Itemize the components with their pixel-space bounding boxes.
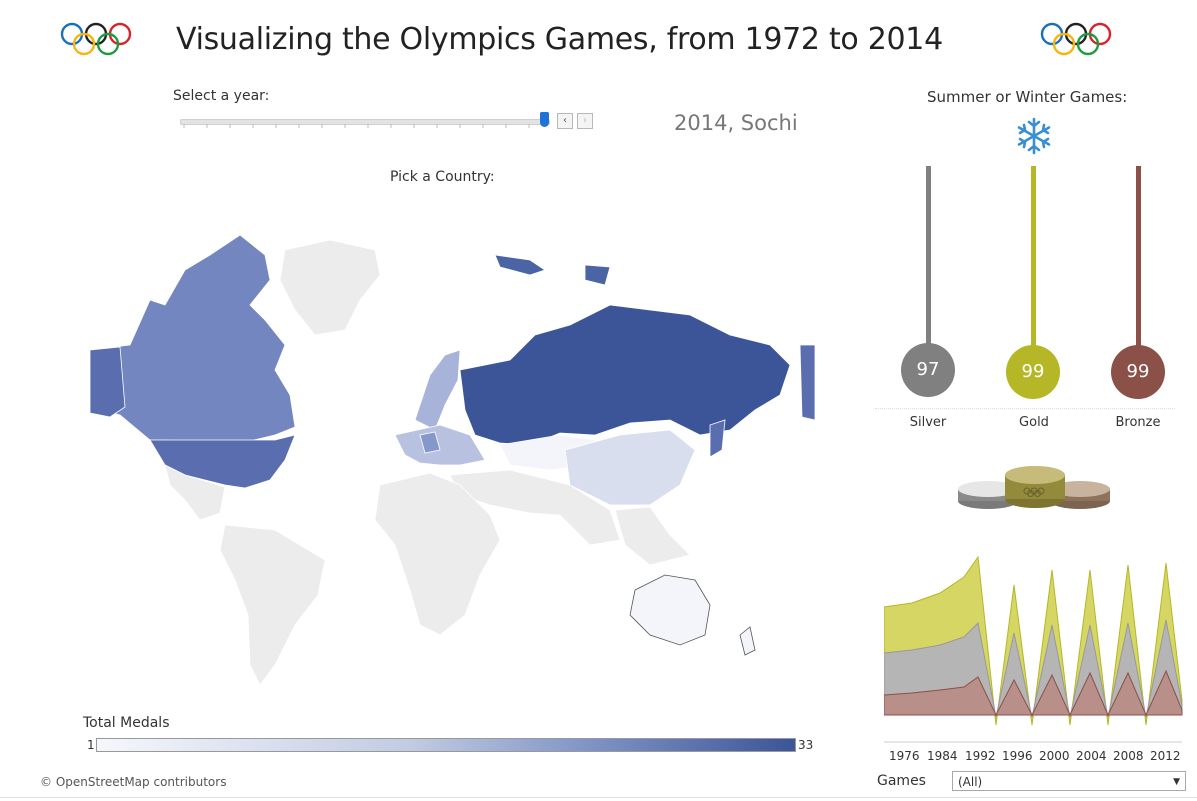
x-tick-1984: 1984 — [927, 749, 958, 763]
olympic-rings-logo-left — [60, 22, 132, 56]
country-japan — [709, 419, 726, 458]
medal-baseline — [875, 408, 1175, 410]
country-canada — [90, 234, 296, 442]
legend-max-label: 33 — [798, 738, 814, 752]
x-tick-1976: 1976 — [889, 749, 920, 763]
games-filter-value: (All) — [958, 775, 983, 789]
area-bronze — [884, 669, 1183, 717]
silver-medal-count[interactable]: 97 — [901, 343, 955, 397]
continent-south-america — [219, 524, 326, 686]
next-year-button[interactable]: › — [577, 113, 593, 129]
country-germany — [419, 431, 441, 454]
page-title: Visualizing the Olympics Games, from 197… — [176, 22, 943, 57]
year-slider-track[interactable] — [180, 119, 550, 125]
x-tick-2004: 2004 — [1076, 749, 1107, 763]
x-tick-1996: 1996 — [1002, 749, 1033, 763]
region-europe — [394, 424, 486, 466]
gold-medal-count[interactable]: 99 — [1006, 345, 1060, 399]
map-attribution: © OpenStreetMap contributors — [40, 775, 227, 789]
medals-area-chart[interactable] — [884, 555, 1184, 745]
world-map[interactable] — [90, 195, 815, 695]
region-far-east — [799, 344, 815, 421]
arctic-islands — [494, 254, 611, 286]
bronze-ribbon — [1136, 166, 1141, 346]
silver-label: Silver — [909, 415, 947, 430]
gold-label: Gold — [1019, 415, 1049, 430]
medals-podium-illustration — [958, 466, 1110, 509]
x-tick-2008: 2008 — [1113, 749, 1144, 763]
games-filter-label: Games — [877, 773, 926, 789]
legend-color-scale — [96, 738, 796, 752]
bronze-medal-count[interactable]: 99 — [1111, 345, 1165, 399]
country-russia — [459, 304, 791, 446]
footer-divider — [0, 797, 1197, 798]
year-slider-ticks — [183, 124, 530, 128]
country-new-zealand — [739, 626, 756, 656]
x-tick-2012: 2012 — [1150, 749, 1181, 763]
bronze-label: Bronze — [1115, 415, 1161, 430]
games-filter-select[interactable]: (All) ▼ — [952, 771, 1186, 791]
country-alaska — [90, 346, 126, 418]
country-greenland — [279, 239, 381, 336]
gold-ribbon — [1031, 166, 1036, 346]
silver-ribbon — [926, 166, 931, 346]
year-selector-label: Select a year: — [173, 88, 270, 104]
selected-year-city: 2014, Sochi — [674, 111, 798, 135]
previous-year-button[interactable]: ‹ — [557, 113, 573, 129]
map-label: Pick a Country: — [390, 169, 495, 185]
legend-title: Total Medals — [83, 715, 170, 731]
x-tick-1992: 1992 — [965, 749, 996, 763]
country-china — [564, 429, 696, 506]
year-slider-thumb[interactable] — [540, 112, 549, 127]
country-australia — [629, 574, 711, 646]
country-norway-sweden — [414, 349, 461, 431]
region-middle-east-south-asia — [449, 469, 621, 546]
snowflake-icon[interactable] — [1015, 117, 1053, 155]
region-southeast-asia — [614, 506, 691, 566]
continent-africa — [374, 472, 501, 636]
olympic-rings-logo-right — [1040, 22, 1112, 56]
x-tick-2000: 2000 — [1039, 749, 1070, 763]
season-label: Summer or Winter Games: — [927, 88, 1128, 106]
country-mexico — [164, 464, 226, 521]
legend-min-label: 1 — [87, 738, 95, 752]
chevron-down-icon: ▼ — [1173, 777, 1180, 787]
